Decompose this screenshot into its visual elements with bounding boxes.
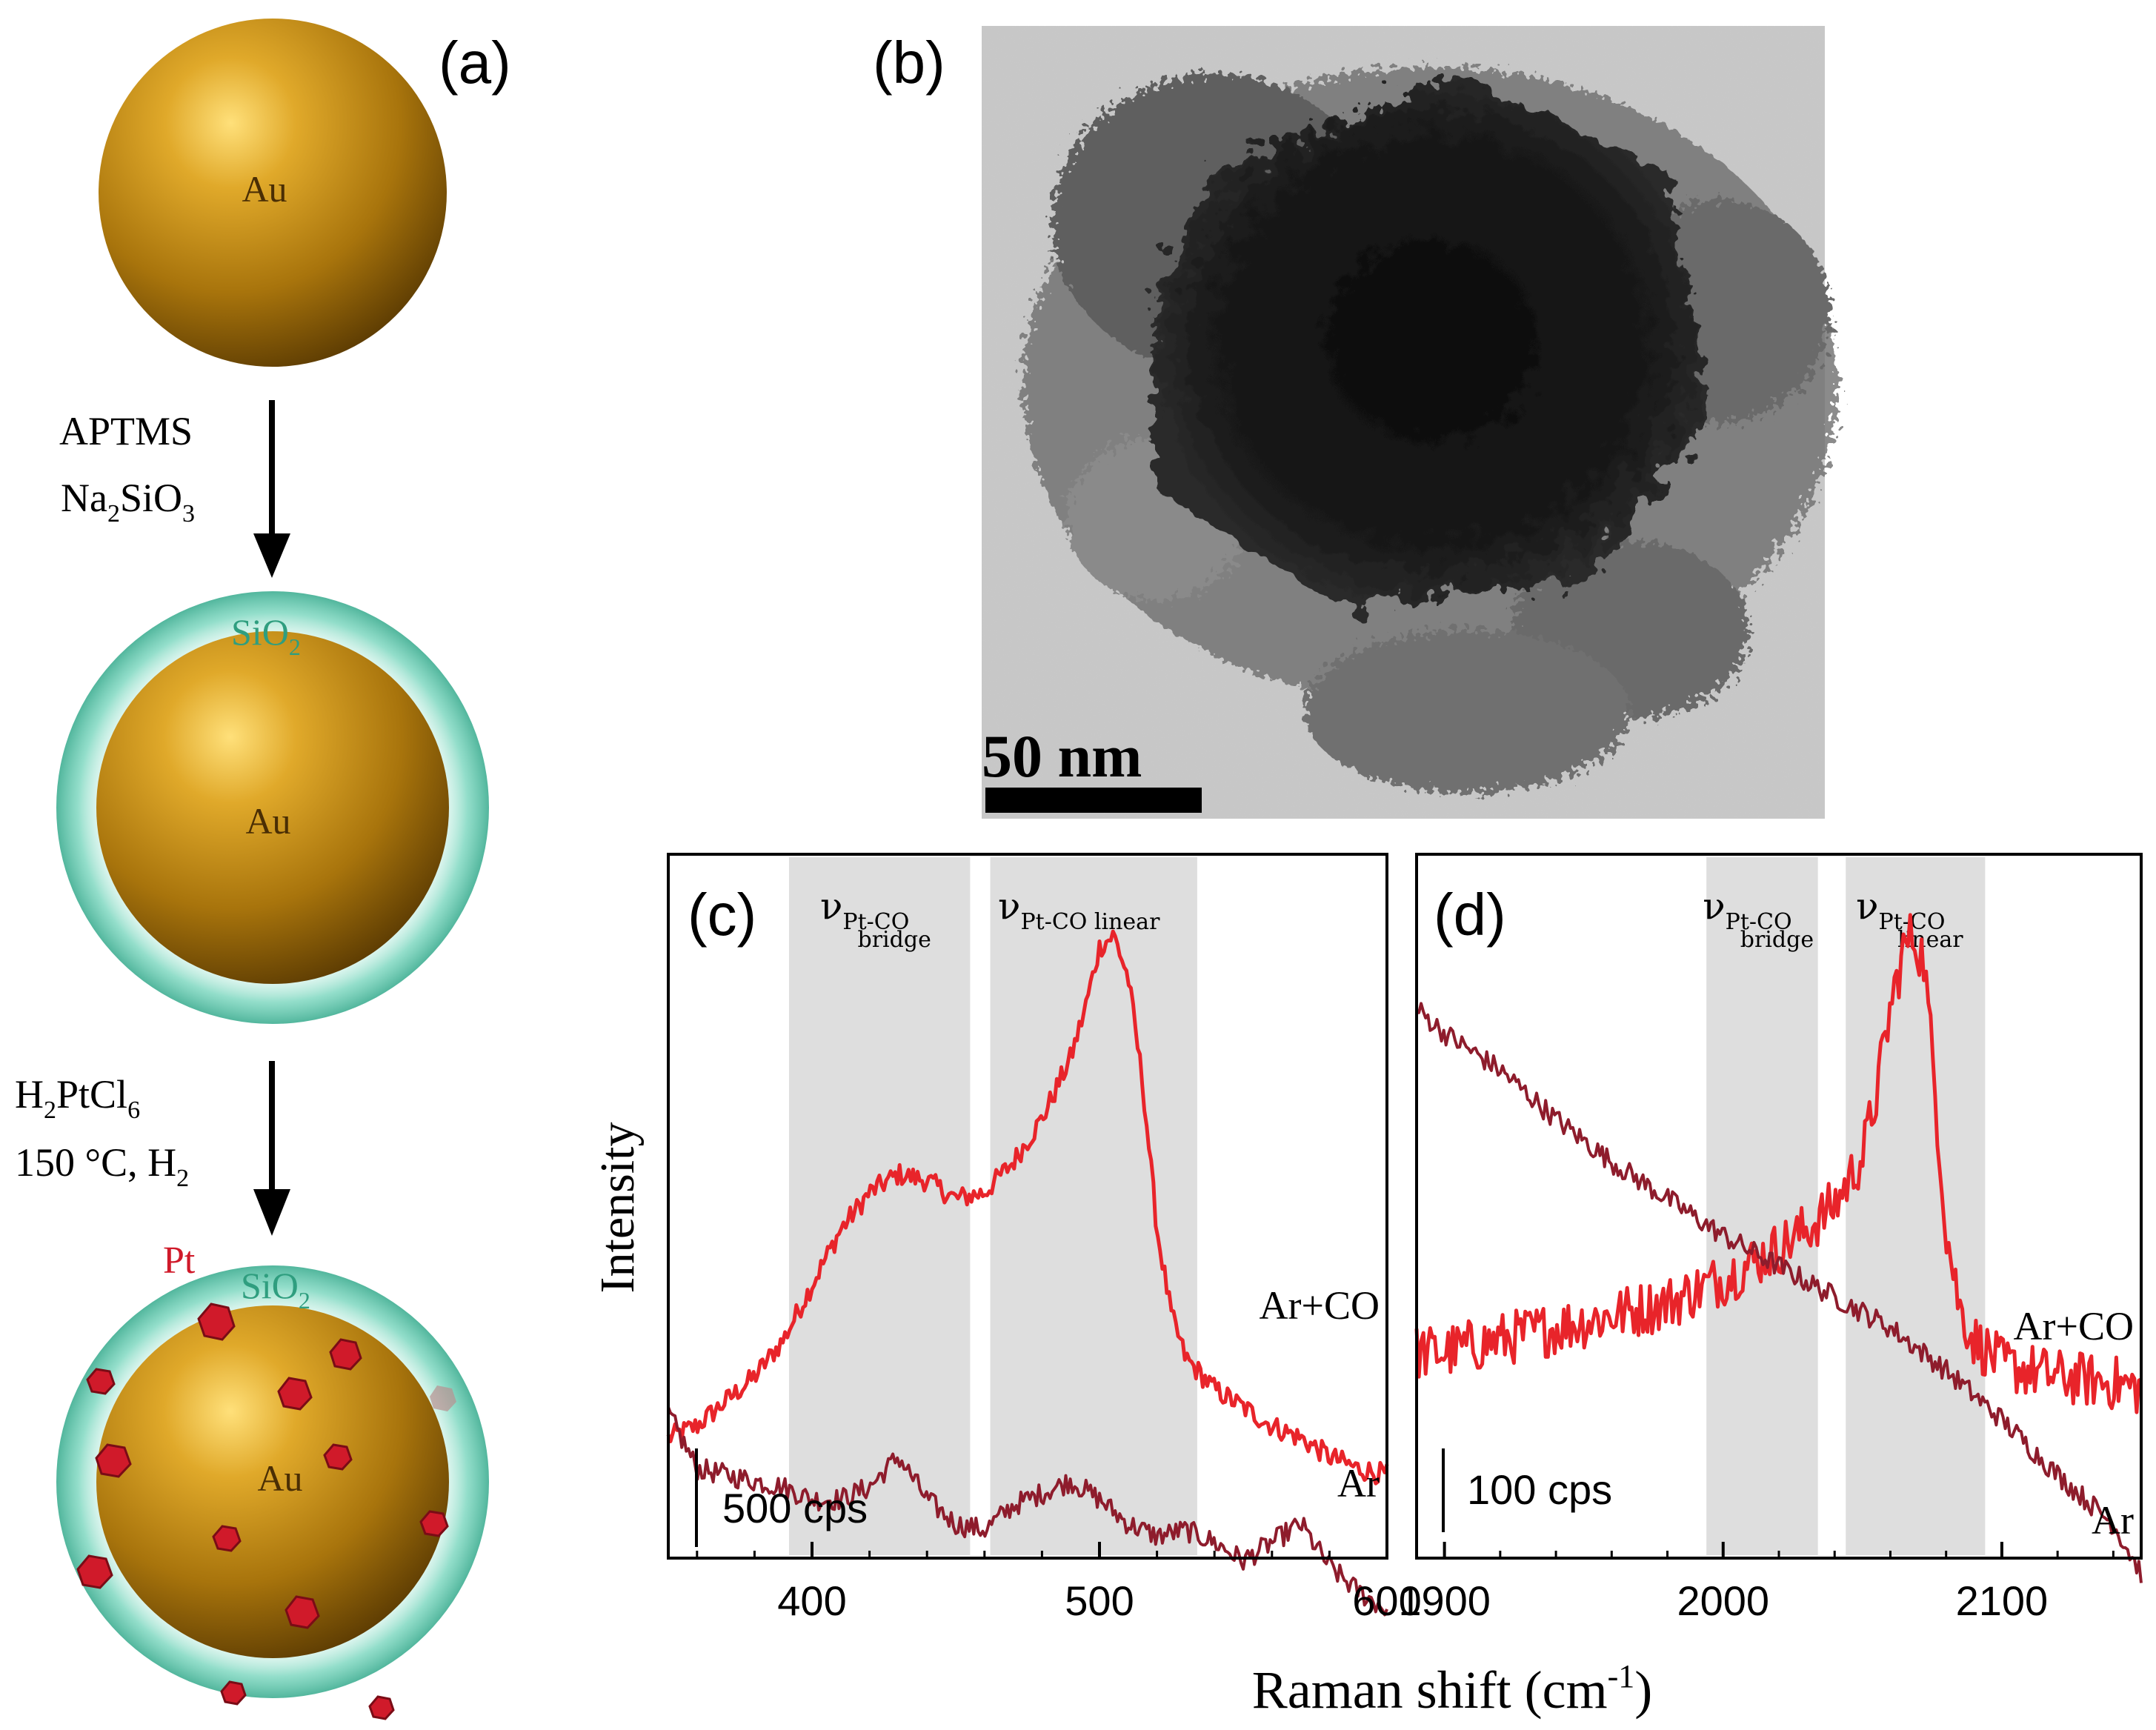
band-label-d-0: νPt-CO [1703,885,1791,935]
x-tick-label-d: 2000 [1677,1577,1769,1624]
reagent-na2sio3: Na2SiO3 [61,476,195,528]
band-c-1 [990,857,1197,1555]
series-d-ar [1415,1002,2143,1583]
sio2-label-middle: SiO2 [231,611,301,660]
pt-au-sio2-sphere: Au SiO2 Pt [56,1240,489,1720]
au-label-bottom: Au [257,1457,302,1499]
band-d-1 [1846,857,1986,1555]
panel-d-label: (d) [1434,882,1506,948]
sio2-label-bottom: SiO2 [241,1265,310,1314]
pt-particle-faded [430,1385,456,1411]
series-label-d-arco: Ar+CO [2014,1304,2134,1348]
series-label-c-arco: Ar+CO [1260,1283,1380,1328]
band-sublabel-d-0: bridge [1740,927,1814,953]
pt-particle [277,1377,313,1411]
series-c-ar [667,1406,1388,1617]
x-tick-label-c: 600 [1352,1577,1421,1624]
pt-particle [323,1443,353,1471]
arrow-step-2 [253,1061,290,1236]
tem-gold-core [1152,74,1711,608]
au-label-top: Au [242,168,287,210]
panel-b-label: (b) [873,30,945,96]
x-tick-label-d: 2100 [1956,1577,2049,1624]
x-tick-label-c: 400 [777,1577,846,1624]
pt-particle [285,1595,320,1629]
pt-particle [197,1303,236,1341]
pt-particle [220,1680,247,1706]
x-axis-label: Raman shift (cm-1) [1252,1658,1653,1720]
panel-a-scheme: (a) Au APTMS Na2SiO3 Au SiO2 H2PtCl6 150… [15,19,511,1720]
pt-particle [419,1510,449,1537]
pt-particle [86,1368,116,1395]
panel-c-label: (c) [688,882,756,948]
pt-particle [329,1338,362,1371]
pt-particle [212,1525,242,1552]
x-tick-label-c: 500 [1065,1577,1134,1624]
pt-label: Pt [163,1240,196,1282]
pt-particle [95,1443,132,1478]
panel-a-label: (a) [439,30,511,96]
au-sio2-sphere: Au SiO2 [56,591,489,1024]
pt-particle [76,1554,113,1589]
series-label-d-ar: Ar [2092,1498,2134,1543]
tem-scale-bar [985,788,1202,813]
ticks-d: 1900 2000 2100 [1398,1542,2115,1624]
tem-scale-label: 50 nm [982,722,1142,790]
pt-particle [368,1695,395,1720]
series-c [666,929,1389,1617]
ticks-c: 400 500 600 [696,1542,1422,1624]
band-c-0 [788,857,971,1555]
series-label-c-ar: Ar [1337,1461,1380,1506]
band-label-c-1: νPt-CO linear [998,885,1160,935]
scale-label-d: 100 cps [1467,1466,1612,1513]
arrow-step-1 [253,400,290,578]
band-sublabel-c-0: bridge [858,927,931,953]
band-d-0 [1706,857,1818,1555]
panel-b-tem: (b) 50 nm [873,26,1837,819]
series-d [1414,913,2143,1583]
pt-nanoparticles [76,1303,449,1720]
y-axis-label: Intensity [590,1122,645,1294]
reagent-aptms: APTMS [59,409,193,453]
x-tick-label-d: 1900 [1398,1577,1491,1624]
reagent-h2ptcl6: H2PtCl6 [15,1072,140,1124]
au-sphere-top: Au [99,19,447,367]
series-d-ar-co [1414,913,2143,1414]
scale-label-c: 500 cps [722,1485,868,1531]
series-c-ar-co [666,929,1389,1486]
band-label-c-0: νPt-CO [820,885,909,935]
reaction-conditions: 150 °C, H2 [15,1140,189,1192]
chart-c-frame [667,853,1388,1560]
au-label-middle: Au [245,800,290,842]
